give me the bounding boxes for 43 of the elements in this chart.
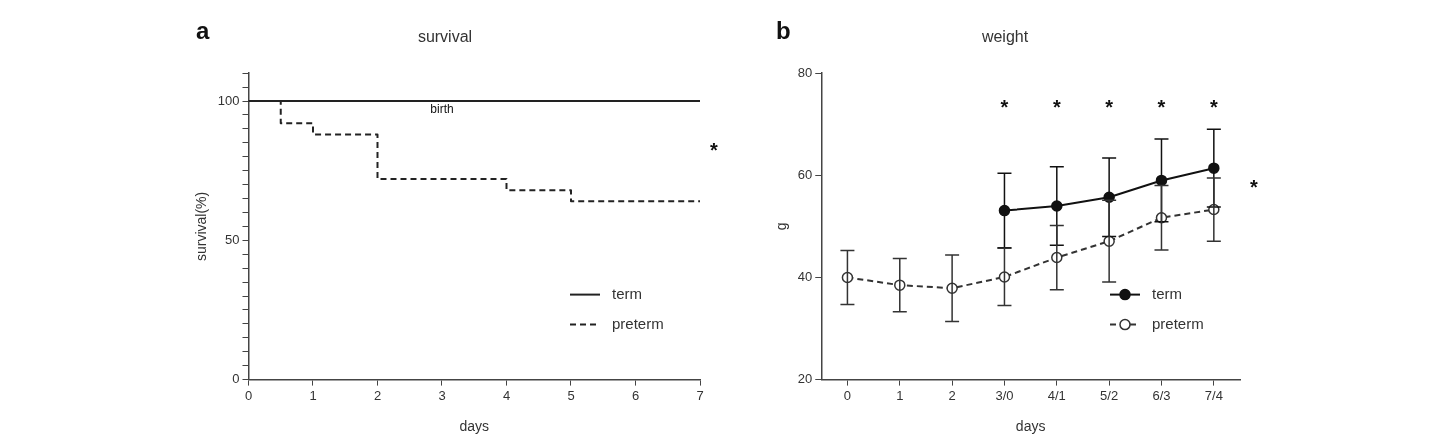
x-tick-label: 3 xyxy=(438,387,446,403)
text: * xyxy=(1250,176,1258,199)
y-tick-label: 0 xyxy=(232,371,240,387)
x-tick-label: 4 xyxy=(502,387,511,403)
annotation: * xyxy=(1052,95,1061,118)
text: b xyxy=(776,16,791,44)
x-tick-label: 2 xyxy=(373,387,382,403)
legend-label: preterm xyxy=(1152,314,1204,332)
y-tick-label: 80 xyxy=(797,64,813,80)
x-tick-label: 1 xyxy=(896,387,904,403)
y-tick-label: 20 xyxy=(797,371,813,387)
y-tick-label: 50 xyxy=(225,231,240,247)
x-tick-label: 4/1 xyxy=(1047,387,1066,403)
text: * xyxy=(710,138,718,161)
y-tick-label: 60 xyxy=(797,166,813,182)
legend-label: preterm xyxy=(612,314,664,332)
x-tick-label: 0 xyxy=(244,387,253,403)
annotation: birth xyxy=(430,102,454,117)
annotation: * xyxy=(1157,95,1166,118)
x-axis-title: days xyxy=(1015,418,1046,435)
annotation: * xyxy=(1209,95,1218,118)
y-tick-label: 40 xyxy=(797,269,813,285)
x-tick-label: 2 xyxy=(948,387,956,403)
legend-label: term xyxy=(612,284,642,302)
x-tick-label: 7 xyxy=(696,387,704,403)
chart-title: survival xyxy=(417,28,473,46)
x-tick-label: 5 xyxy=(567,387,575,403)
y-axis-title: survival(%) xyxy=(193,191,210,262)
annotation: * xyxy=(1105,95,1114,118)
x-tick-label: 0 xyxy=(843,387,852,403)
chart-title: weight xyxy=(980,28,1029,46)
x-tick-label: 7/4 xyxy=(1204,387,1223,403)
x-tick-label: 1 xyxy=(309,387,317,403)
x-tick-label: 5/2 xyxy=(1100,387,1119,403)
x-axis-title: days xyxy=(459,418,490,435)
legend-label: term xyxy=(1152,284,1182,302)
x-tick-label: 3/0 xyxy=(995,387,1014,403)
x-tick-label: 6/3 xyxy=(1152,387,1171,403)
y-tick-label: 100 xyxy=(217,92,240,108)
text: a xyxy=(196,16,210,44)
y-axis-title: g xyxy=(773,222,790,231)
x-tick-label: 6 xyxy=(631,387,640,403)
annotation: * xyxy=(1000,95,1009,118)
